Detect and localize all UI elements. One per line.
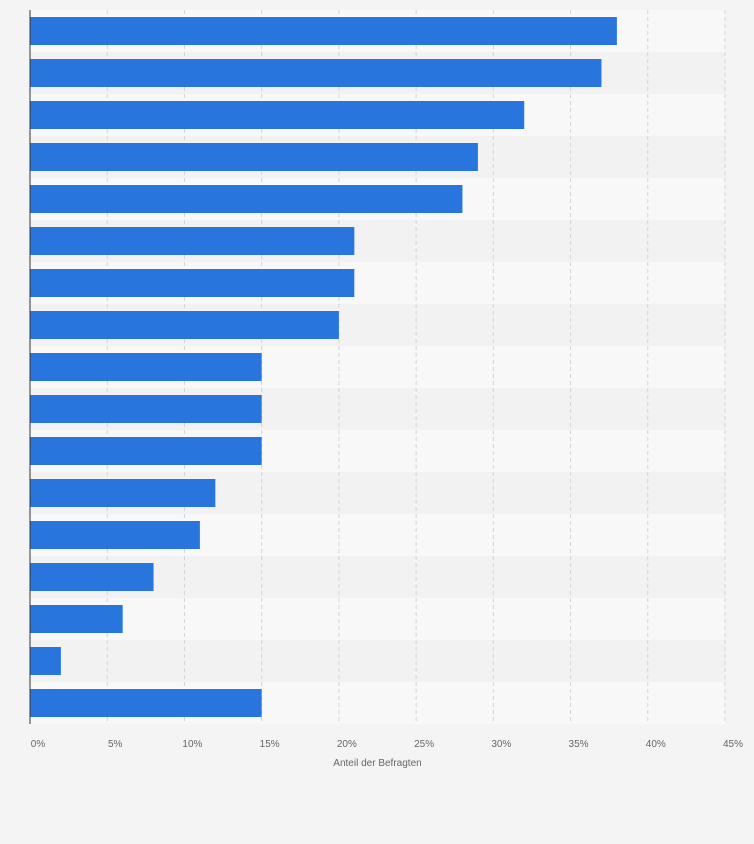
x-tick-label: 20% <box>337 739 357 750</box>
x-tick-label: 0% <box>31 739 46 750</box>
bar <box>30 479 216 507</box>
bars <box>30 17 617 717</box>
bar <box>30 605 123 633</box>
x-tick-label: 30% <box>491 739 511 750</box>
bar <box>30 395 262 423</box>
bar <box>30 437 262 465</box>
bar <box>30 17 617 45</box>
x-tick-label: 10% <box>182 739 202 750</box>
bar <box>30 689 262 717</box>
x-tick-labels: 0% 5% 10% 15% 20% 25% 30% 35% 40% 45% <box>31 739 743 750</box>
x-tick-label: 40% <box>646 739 666 750</box>
bar <box>30 101 525 129</box>
bar <box>30 647 61 675</box>
bar <box>30 521 200 549</box>
bar <box>30 563 154 591</box>
bar <box>30 353 262 381</box>
bar <box>30 311 339 339</box>
bar <box>30 185 463 213</box>
bar <box>30 227 355 255</box>
bar <box>30 59 602 87</box>
x-axis-label: Anteil der Befragten <box>333 758 421 769</box>
x-tick-label: 25% <box>414 739 434 750</box>
x-tick-label: 45% <box>723 739 743 750</box>
x-tick-label: 15% <box>260 739 280 750</box>
bar <box>30 269 355 297</box>
x-tick-label: 35% <box>569 739 589 750</box>
row-band <box>30 598 725 640</box>
row-band <box>30 640 725 682</box>
bar <box>30 143 478 171</box>
x-tick-label: 5% <box>108 739 123 750</box>
